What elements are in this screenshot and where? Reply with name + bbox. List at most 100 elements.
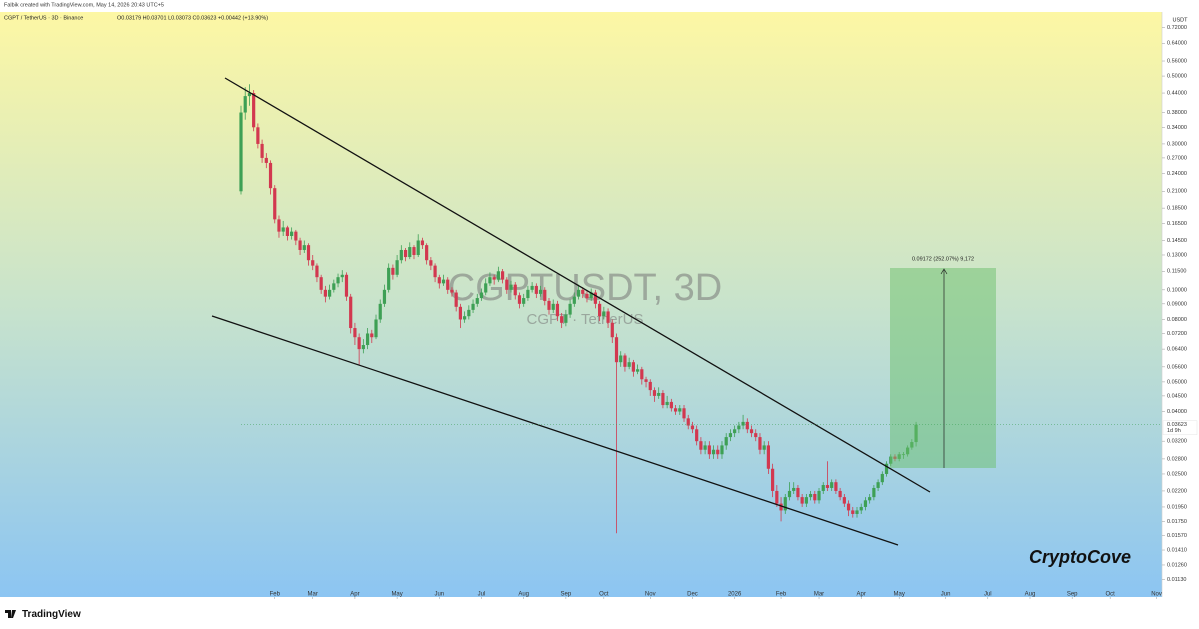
currency: USDT: [1173, 17, 1189, 23]
candle-body: [619, 355, 623, 363]
candle-body: [361, 345, 365, 350]
candle-body: [522, 298, 526, 304]
arrow-head: [940, 268, 948, 275]
candle-body: [332, 283, 336, 290]
x-tick-label: Sep: [1067, 592, 1078, 598]
candle-body: [636, 369, 640, 372]
last-price-label: 0.03623: [1167, 422, 1187, 428]
candle-body: [526, 289, 530, 299]
footer: [0, 597, 1199, 629]
candle-body: [724, 437, 728, 446]
candle-body: [868, 497, 872, 501]
y-tick-label: 0.07200: [1167, 331, 1187, 337]
candle-body: [382, 289, 387, 304]
candle-body: [821, 485, 825, 491]
candle-body: [256, 127, 260, 144]
candle-body: [311, 260, 315, 266]
y-tick-label: 0.13000: [1167, 252, 1187, 258]
x-tick-label: Aug: [1025, 592, 1036, 598]
candle-body: [648, 381, 652, 391]
candle-body: [264, 157, 268, 163]
candle-body: [458, 306, 462, 320]
candle-body: [585, 293, 589, 299]
x-tick-label: Oct: [599, 592, 609, 598]
candle-body: [859, 506, 863, 511]
candle-body: [399, 249, 403, 261]
y-tick-label: 0.01950: [1167, 504, 1187, 510]
candle-body: [505, 279, 509, 290]
x-tick-label: Mar: [814, 592, 824, 598]
candle-body: [433, 265, 437, 278]
symbol: CGPT / TetherUS · 3D · Binance: [4, 15, 83, 21]
candle-body: [420, 240, 425, 246]
candle-body: [623, 355, 627, 367]
candle-body: [454, 292, 458, 307]
x-tick-label: May: [894, 592, 905, 598]
candle-body: [564, 314, 568, 323]
candle-body: [787, 490, 792, 498]
candle-body: [652, 390, 657, 396]
x-tick-label: Apr: [857, 592, 866, 598]
candle-body: [374, 319, 378, 338]
y-tick-label: 0.01410: [1167, 547, 1187, 553]
y-tick-label: 0.50000: [1167, 74, 1187, 80]
x-tick-label: Mar: [308, 592, 318, 598]
candle-body: [365, 333, 370, 346]
y-tick-label: 0.27000: [1167, 155, 1187, 161]
candle-body: [640, 369, 644, 380]
candle-body: [733, 429, 737, 434]
x-tick-label: Nov: [1151, 592, 1162, 598]
candle-body: [412, 247, 416, 255]
candle-body: [509, 284, 513, 290]
y-tick-label: 0.05000: [1167, 379, 1187, 385]
candle-body: [471, 303, 475, 310]
candle-body: [686, 418, 690, 426]
candle-body: [298, 240, 302, 250]
candle-body: [344, 274, 349, 297]
candle-body: [876, 482, 880, 488]
candle-body: [328, 289, 332, 297]
candle-body: [391, 267, 395, 275]
x-tick-label: Feb: [776, 592, 787, 598]
target-zone: [890, 268, 996, 468]
candle-body: [796, 487, 800, 498]
candle-body: [387, 267, 391, 290]
candle-body: [830, 482, 834, 488]
y-tick-label: 0.02800: [1167, 456, 1187, 462]
candle-body: [323, 289, 327, 297]
candle-body: [378, 303, 382, 320]
y-tick-label: 0.02200: [1167, 488, 1187, 494]
candle-body: [741, 421, 745, 426]
candle-body: [690, 425, 695, 430]
y-tick-label: 0.05600: [1167, 364, 1187, 370]
ohlc-text: O0.03179 H0.03701 L0.03073 C0.03623 +0.0…: [117, 15, 268, 21]
tv-logo: TradingView: [5, 609, 81, 620]
candle-body: [813, 493, 817, 501]
trend-line: [211, 315, 899, 546]
candle-body: [416, 240, 420, 255]
y-tick-label: 0.21000: [1167, 189, 1187, 195]
candle-body: [488, 277, 492, 284]
candle-body: [834, 482, 838, 491]
candle-body: [547, 300, 551, 310]
candle-body: [496, 271, 500, 280]
y-tick-label: 0.09000: [1167, 301, 1187, 307]
y-tick-label: 0.11500: [1167, 269, 1186, 275]
candle-body: [783, 497, 787, 511]
candle-body: [294, 231, 298, 241]
candle-body: [239, 112, 243, 192]
candle-body: [669, 401, 673, 409]
candle-body: [792, 487, 796, 491]
candle-body: [349, 296, 353, 329]
candle-body: [754, 433, 758, 438]
candle-body: [281, 227, 285, 232]
candle-body: [247, 93, 252, 97]
candle-body: [800, 497, 804, 504]
candle-body: [353, 328, 357, 338]
candle-body: [880, 473, 884, 483]
candle-body: [728, 433, 733, 438]
candle-body: [771, 468, 775, 491]
watermark-sub: CGPT · TetherUS: [527, 311, 644, 328]
candle-body: [285, 227, 290, 236]
